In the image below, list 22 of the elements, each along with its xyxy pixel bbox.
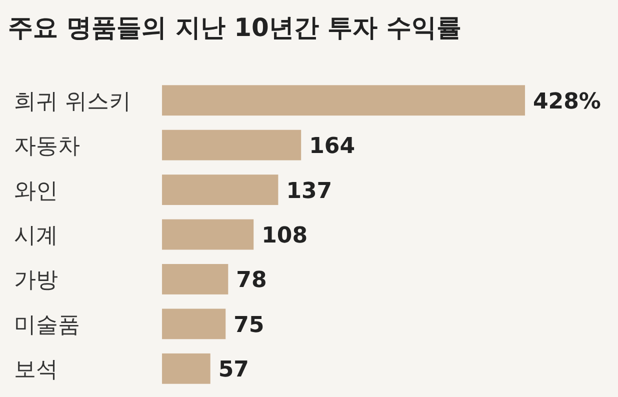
bar (162, 130, 302, 160)
y-tick-label: 가방 (14, 268, 58, 294)
y-tick-label: 희귀 위스키 (14, 89, 131, 114)
y-tick-label: 와인 (14, 178, 58, 204)
data-label: 428% (533, 89, 601, 114)
bar (162, 174, 278, 205)
y-tick-label: 미술품 (14, 312, 80, 338)
bar (162, 308, 226, 340)
data-label: 164 (309, 134, 356, 160)
data-label: 108 (262, 224, 308, 248)
data-label: 137 (286, 178, 332, 204)
data-label: 57 (218, 358, 249, 383)
data-label: 75 (234, 312, 264, 338)
bar (162, 264, 228, 294)
bar (162, 85, 525, 116)
y-tick-label: 시계 (14, 224, 58, 248)
y-tick-label: 보석 (14, 358, 58, 383)
bar (162, 353, 210, 384)
chart-title: 주요 명품들의 지난 10년간 투자 수익률 (8, 13, 462, 42)
bar (162, 219, 254, 250)
data-label: 78 (236, 268, 267, 294)
y-tick-label: 자동차 (14, 134, 80, 160)
